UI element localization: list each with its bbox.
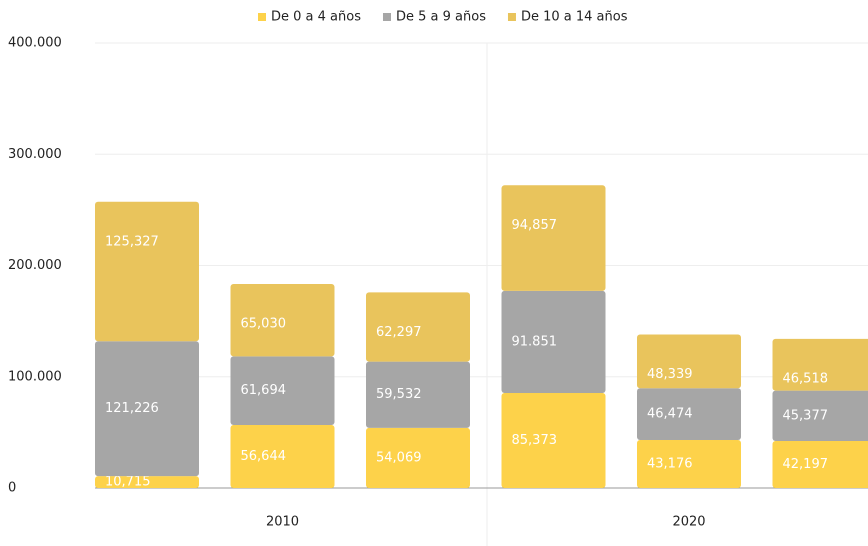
- value-label: 43,176: [647, 456, 693, 471]
- y-tick-label: 400.000: [8, 36, 62, 51]
- bar-segment: [95, 341, 199, 477]
- legend-swatch: [382, 13, 391, 21]
- value-label: 62,297: [376, 325, 422, 340]
- value-label: 42,197: [783, 457, 829, 472]
- legend-label: De 0 a 4 años: [271, 10, 361, 25]
- value-label: 46,474: [647, 407, 693, 422]
- bar-segment: [366, 361, 470, 428]
- bar-segment: [772, 441, 868, 488]
- bar-segment: [637, 334, 741, 389]
- value-label: 56,644: [241, 449, 287, 464]
- bar-segment: [637, 388, 741, 440]
- bar-segment: [95, 201, 199, 342]
- value-label: 46,518: [783, 371, 829, 386]
- value-label: 65,030: [241, 317, 287, 332]
- y-tick-label: 0: [8, 481, 16, 496]
- bar-segment: [772, 390, 868, 442]
- bar-segment: [501, 393, 606, 488]
- bar-segment: [230, 424, 335, 488]
- bar-segment: [366, 427, 470, 488]
- value-label: 94,857: [512, 218, 558, 233]
- value-label: 45,377: [783, 408, 829, 423]
- legend-label: De 10 a 14 años: [521, 10, 628, 25]
- value-label: 59,532: [376, 387, 422, 402]
- bar-segment: [230, 284, 335, 357]
- value-label: 61,694: [241, 383, 287, 398]
- bar-segment: [95, 476, 199, 488]
- x-tick-label: 2020: [672, 515, 705, 530]
- value-label: 125,327: [105, 234, 159, 249]
- legend-swatch: [507, 13, 516, 21]
- y-tick-label: 100.000: [8, 369, 62, 384]
- bar-segment: [501, 185, 606, 291]
- x-tick-label: 2010: [266, 515, 299, 530]
- bar-segment: [501, 290, 606, 394]
- bar-segment: [366, 292, 470, 362]
- y-tick-label: 200.000: [8, 258, 62, 273]
- bar-segment: [230, 356, 335, 425]
- value-label: 85,373: [512, 433, 558, 448]
- y-tick-label: 300.000: [8, 147, 62, 162]
- value-label: 121,226: [105, 401, 159, 416]
- value-label: 48,339: [647, 367, 693, 382]
- legend-swatch: [258, 13, 266, 21]
- value-label: 91.851: [512, 334, 558, 349]
- value-label: 54,069: [376, 450, 422, 465]
- bar-segment: [637, 439, 741, 488]
- legend-label: De 5 a 9 años: [396, 10, 486, 25]
- value-label: 10,715: [105, 475, 151, 490]
- bar-segment: [772, 338, 868, 391]
